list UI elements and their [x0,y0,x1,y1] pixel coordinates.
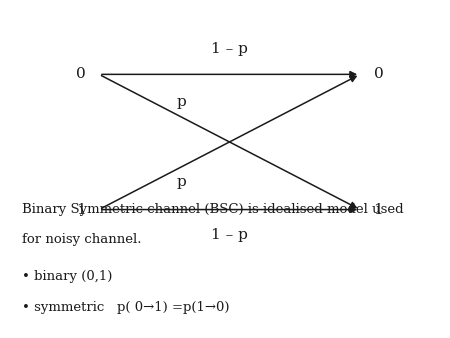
Text: 1 – p: 1 – p [211,228,248,242]
Text: p: p [176,95,186,109]
Text: 1: 1 [76,202,86,217]
Text: p: p [176,175,186,189]
Text: for noisy channel.: for noisy channel. [22,233,142,246]
Text: 0: 0 [76,67,86,81]
Text: Binary Symmetric channel (BSC) is idealised model used: Binary Symmetric channel (BSC) is ideali… [22,203,404,216]
Text: 1: 1 [374,202,383,217]
Text: • binary (0,1): • binary (0,1) [22,270,113,283]
Text: 0: 0 [374,67,383,81]
Text: 1 – p: 1 – p [211,42,248,56]
Text: • symmetric   p( 0→1) =p(1→0): • symmetric p( 0→1) =p(1→0) [22,301,230,314]
